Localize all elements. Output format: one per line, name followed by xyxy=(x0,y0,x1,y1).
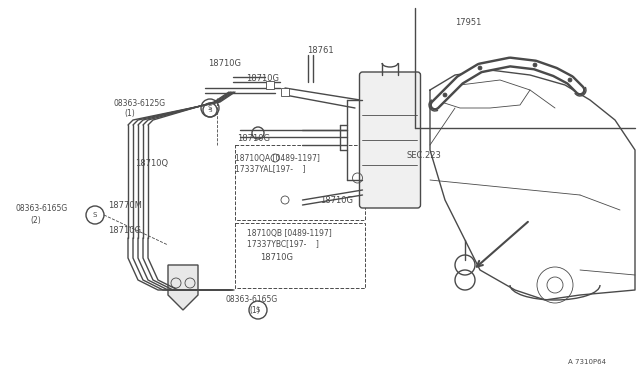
Text: S: S xyxy=(93,212,97,218)
Bar xyxy=(235,223,365,288)
Text: 18710G: 18710G xyxy=(320,196,353,205)
Text: 08363-6165G: 08363-6165G xyxy=(225,295,277,305)
Text: (2): (2) xyxy=(30,215,41,224)
Text: 18710QA [0489-1197]: 18710QA [0489-1197] xyxy=(235,154,320,163)
Text: (1): (1) xyxy=(249,307,260,315)
Text: 18710G: 18710G xyxy=(246,74,279,83)
Text: 17337YBC[197-    ]: 17337YBC[197- ] xyxy=(247,240,319,248)
Text: 18710G: 18710G xyxy=(260,253,293,262)
Text: S: S xyxy=(208,105,212,111)
Text: 17337YAL[197-    ]: 17337YAL[197- ] xyxy=(235,164,305,173)
Text: 17951: 17951 xyxy=(455,17,481,26)
Text: 18710G: 18710G xyxy=(208,58,241,67)
Circle shape xyxy=(533,63,537,67)
FancyBboxPatch shape xyxy=(360,72,420,208)
Circle shape xyxy=(478,66,482,70)
Text: 18770M: 18770M xyxy=(108,201,142,209)
Circle shape xyxy=(568,78,572,82)
Text: A 7310P64: A 7310P64 xyxy=(568,359,606,365)
Bar xyxy=(281,88,289,96)
Text: 08363-6125G: 08363-6125G xyxy=(113,99,165,108)
Bar xyxy=(266,81,274,89)
Circle shape xyxy=(443,93,447,97)
Text: 08363-6165G: 08363-6165G xyxy=(15,203,67,212)
Text: S: S xyxy=(256,307,260,313)
Text: 18710QB [0489-1197]: 18710QB [0489-1197] xyxy=(247,228,332,237)
Text: 18710G: 18710G xyxy=(237,134,270,142)
Text: 18761: 18761 xyxy=(307,45,333,55)
Text: (1): (1) xyxy=(124,109,135,118)
Polygon shape xyxy=(168,265,198,310)
Text: 18710Q: 18710Q xyxy=(135,158,168,167)
Text: SEC.223: SEC.223 xyxy=(407,151,442,160)
Bar xyxy=(235,145,365,220)
Text: S: S xyxy=(208,108,212,112)
Text: 18710G: 18710G xyxy=(108,225,141,234)
